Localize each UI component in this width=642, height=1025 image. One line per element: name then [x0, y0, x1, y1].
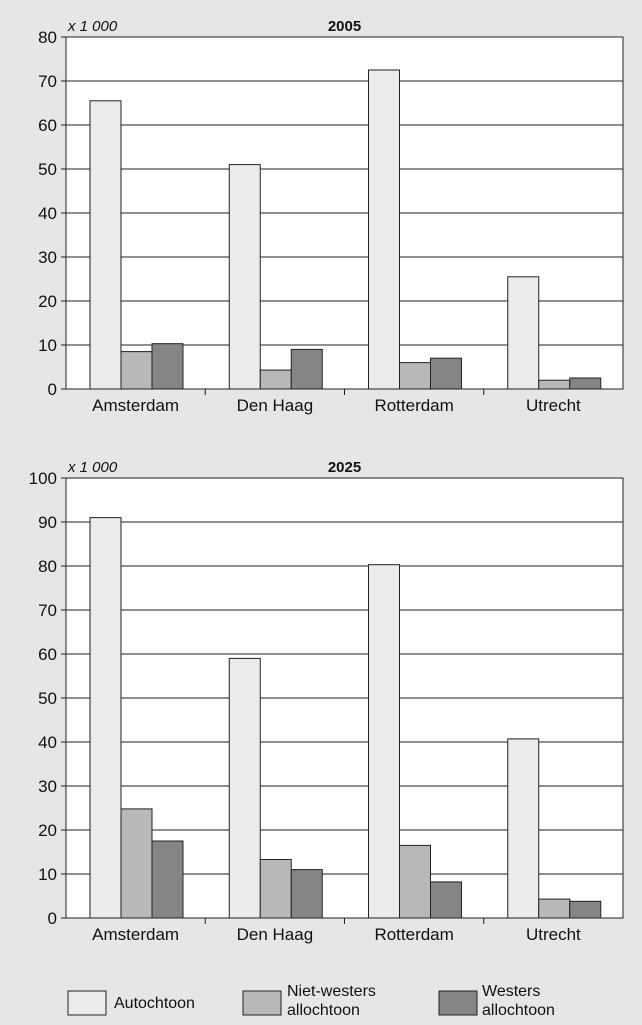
y-tick-label-2025-50: 50: [38, 689, 57, 708]
y-tick-label-2005-20: 20: [38, 292, 57, 311]
legend-label-3-line-2: allochtoon: [482, 1002, 555, 1019]
bar-2005-rotterdam-autochtoon: [368, 69, 400, 390]
chart-2005: 0 10 20 30 40 50 60 70 80 x 1 000 2005 Amsterdam Den…: [38, 18, 624, 415]
bar-2025-rotterdam-niet-westers-allochtoon: [399, 844, 431, 919]
bar-2005-amsterdam-niet-westers-allochtoon: [120, 351, 153, 390]
bar-2005-utrecht-autochtoon: [507, 276, 540, 390]
y-tick-label-2005-30: 30: [38, 248, 57, 267]
x-category-label-2005-utrecht: Utrecht: [526, 396, 581, 415]
bar-2025-utrecht-niet-westers-allochtoon: [538, 898, 571, 919]
legend-label-3: Westers allochtoon: [482, 983, 555, 1019]
y-tick-label-2005-40: 40: [38, 204, 57, 223]
chart-title-2005: 2005: [328, 18, 361, 35]
y-tick-label-2025-60: 60: [38, 645, 57, 664]
y-tick-label-2005-80: 80: [38, 28, 57, 47]
bar-2025-rotterdam-westers-allochtoon: [430, 881, 462, 919]
x-category-label-2025-amsterdam: Amsterdam: [92, 925, 179, 944]
y-tick-label-2005-50: 50: [38, 160, 57, 179]
legend-label-2-line-1: Niet-westers: [287, 983, 376, 1000]
bar-2005-rotterdam-niet-westers-allochtoon: [399, 362, 431, 390]
legend: Autochtoon Niet-westers allochtoon Westers a…: [67, 983, 555, 1019]
bar-2005-amsterdam-westers-allochtoon: [151, 343, 184, 390]
bar-2025-den-haag-autochtoon: [228, 657, 261, 919]
chart-title-2025: 2025: [328, 459, 361, 476]
bar-2005-den-haag-autochtoon: [228, 164, 261, 390]
bar-2025-den-haag-westers-allochtoon: [290, 869, 323, 919]
y-tick-label-2025-0: 0: [48, 909, 57, 928]
x-category-label-2025-utrecht: Utrecht: [526, 925, 581, 944]
y-tick-label-2025-90: 90: [38, 513, 57, 532]
x-category-label-2025-den-haag: Den Haag: [237, 925, 314, 944]
legend-swatch-3: [438, 990, 478, 1016]
y-tick-label-2025-20: 20: [38, 821, 57, 840]
y-tick-label-2025-70: 70: [38, 601, 57, 620]
legend-label-2: Niet-westers allochtoon: [287, 983, 376, 1019]
bar-2025-utrecht-westers-allochtoon: [569, 900, 602, 919]
y-tick-label-2005-0: 0: [48, 380, 57, 399]
bar-2005-rotterdam-westers-allochtoon: [430, 357, 462, 390]
bar-2025-den-haag-niet-westers-allochtoon: [259, 858, 292, 919]
legend-label-1-line-1: Autochtoon: [114, 995, 195, 1012]
y-tick-label-2005-60: 60: [38, 116, 57, 135]
x-category-label-2005-amsterdam: Amsterdam: [92, 396, 179, 415]
unit-label-2025: x 1 000: [67, 459, 118, 476]
bar-2025-amsterdam-autochtoon: [89, 517, 122, 919]
unit-label-2005: x 1 000: [67, 18, 118, 35]
x-category-label-2005-den-haag: Den Haag: [237, 396, 314, 415]
bar-2025-utrecht-autochtoon: [507, 738, 540, 919]
y-tick-label-2005-10: 10: [38, 336, 57, 355]
legend-label-2-line-2: allochtoon: [287, 1002, 360, 1019]
legend-swatch-2: [242, 990, 282, 1016]
y-tick-label-2025-100: 100: [29, 469, 57, 488]
bar-2005-utrecht-niet-westers-allochtoon: [538, 379, 571, 390]
bar-2025-amsterdam-westers-allochtoon: [151, 840, 184, 919]
x-category-label-2025-rotterdam: Rotterdam: [374, 925, 453, 944]
y-tick-label-2025-10: 10: [38, 865, 57, 884]
y-tick-label-2025-40: 40: [38, 733, 57, 752]
y-tick-label-2025-30: 30: [38, 777, 57, 796]
legend-swatch-1: [67, 990, 107, 1016]
bar-2025-amsterdam-niet-westers-allochtoon: [120, 808, 153, 919]
bar-2005-utrecht-westers-allochtoon: [569, 377, 602, 390]
bar-2005-den-haag-westers-allochtoon: [290, 348, 323, 390]
legend-label-1: Autochtoon: [114, 995, 195, 1012]
chart-2025: 0 10 20 30 40 50 60 70 80 90 100 x 1 000 2025 Amsterd…: [29, 459, 624, 944]
legend-label-3-line-1: Westers: [482, 983, 540, 1000]
y-tick-label-2005-70: 70: [38, 72, 57, 91]
x-category-label-2005-rotterdam: Rotterdam: [374, 396, 453, 415]
bar-2005-den-haag-niet-westers-allochtoon: [259, 369, 292, 390]
bar-2005-amsterdam-autochtoon: [89, 100, 122, 390]
bar-2025-rotterdam-autochtoon: [368, 564, 400, 919]
y-tick-label-2025-80: 80: [38, 557, 57, 576]
